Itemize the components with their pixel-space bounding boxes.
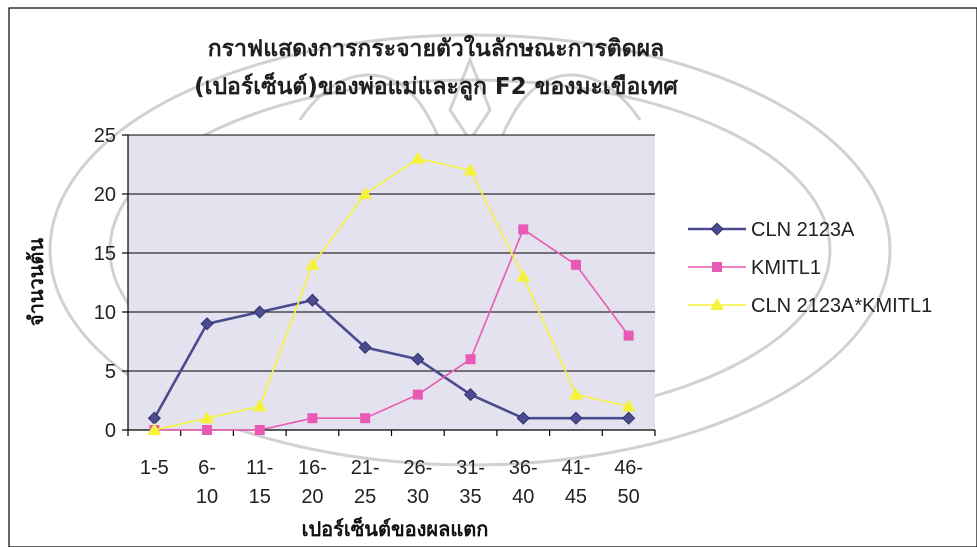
- data-point: [621, 399, 636, 412]
- x-tick-label: 45: [565, 486, 587, 508]
- x-tick-label: 15: [249, 486, 271, 508]
- series-layer: [147, 151, 636, 435]
- data-point: [465, 354, 476, 365]
- x-tick-label: 31-: [456, 457, 485, 479]
- data-point: [411, 352, 425, 366]
- x-tick-label: 21-: [351, 457, 380, 479]
- x-tick-label: 30: [407, 486, 429, 508]
- data-point: [622, 411, 636, 425]
- x-tick-label: 1-5: [140, 457, 169, 479]
- x-tick-label: 20: [301, 486, 323, 508]
- data-point: [570, 259, 581, 270]
- series-1: [147, 293, 636, 425]
- data-point: [412, 389, 423, 400]
- x-tick-label: 46-: [614, 457, 643, 479]
- data-point: [254, 425, 265, 435]
- data-point: [147, 423, 162, 435]
- data-point: [410, 151, 425, 164]
- legend-item: CLN 2123A: [688, 219, 855, 241]
- legend-label: CLN 2123A: [751, 219, 855, 241]
- y-tick-label: 25: [94, 125, 116, 147]
- legend-marker: [710, 222, 724, 236]
- x-tick-label: 50: [618, 486, 640, 508]
- legend-marker: [710, 298, 724, 310]
- y-tick-label: 15: [94, 243, 116, 265]
- y-tick-label: 10: [94, 302, 116, 324]
- data-point: [518, 224, 529, 235]
- data-point: [200, 317, 214, 331]
- y-tick-label: 5: [105, 361, 116, 383]
- legend-label: CLN 2123A*KMITL1: [751, 295, 932, 317]
- x-tick-label: 16-: [298, 457, 327, 479]
- data-point: [358, 340, 372, 354]
- x-tick-label: 6-: [198, 457, 216, 479]
- chart-title-line-1: กราฟแสดงการกระจายตัวในลักษณะการติดผล: [208, 34, 665, 62]
- data-point: [252, 399, 267, 412]
- x-tick-label: 36-: [509, 457, 538, 479]
- x-tick-label: 40: [512, 486, 534, 508]
- legend-item: CLN 2123A*KMITL1: [688, 295, 932, 317]
- series-line: [153, 298, 629, 420]
- data-point: [253, 305, 267, 319]
- data-point: [516, 269, 531, 282]
- data-point: [200, 411, 215, 424]
- y-axis-label: จำนวนต้น: [24, 238, 48, 327]
- data-point: [305, 257, 320, 270]
- x-axis-label: เปอร์เซ็นต์ของผลแตก: [302, 516, 489, 541]
- gridlines: [128, 134, 655, 372]
- data-point: [623, 330, 634, 341]
- legend-item: KMITL1: [688, 257, 821, 279]
- data-point: [202, 425, 213, 435]
- data-point: [569, 411, 583, 425]
- plot-area: [128, 135, 655, 430]
- series-line: [154, 228, 630, 431]
- data-point: [305, 293, 320, 307]
- x-tick-labels: 1-5 6- 10 11- 15 16- 20 21- 25 26- 30 31- 35 36- 40 41-…: [127, 430, 656, 508]
- y-tick-label: 20: [94, 184, 116, 206]
- data-point: [358, 187, 373, 199]
- y-tick-labels: 0 5 10 15 20 25: [94, 125, 128, 442]
- x-tick-label: 35: [459, 486, 481, 508]
- data-point: [568, 387, 583, 400]
- x-tick-label: 41-: [561, 457, 590, 479]
- legend-marker: [712, 262, 722, 272]
- legend: CLN 2123A KMITL1 CLN 2123A*KMITL1: [688, 219, 932, 317]
- chart-title: กราฟแสดงการกระจายตัวในลักษณะการติดผล (เป…: [194, 34, 678, 101]
- series-3: [147, 151, 636, 435]
- y-tick-label: 0: [105, 420, 116, 442]
- x-tick-label: 10: [196, 486, 218, 508]
- data-point: [307, 413, 318, 424]
- x-tick-label: 11-: [246, 457, 273, 479]
- x-tick-label: 25: [354, 486, 376, 508]
- data-point: [463, 388, 478, 402]
- data-point: [516, 411, 530, 425]
- legend-label: KMITL1: [751, 257, 821, 279]
- chart-title-line-2: (เปอร์เซ็นต์)ของพ่อแม่และลูก F2 ของมะเขื…: [194, 71, 678, 101]
- data-point: [360, 413, 371, 424]
- series-line: [154, 157, 629, 431]
- data-point: [463, 163, 478, 176]
- x-tick-label: 26-: [403, 457, 432, 479]
